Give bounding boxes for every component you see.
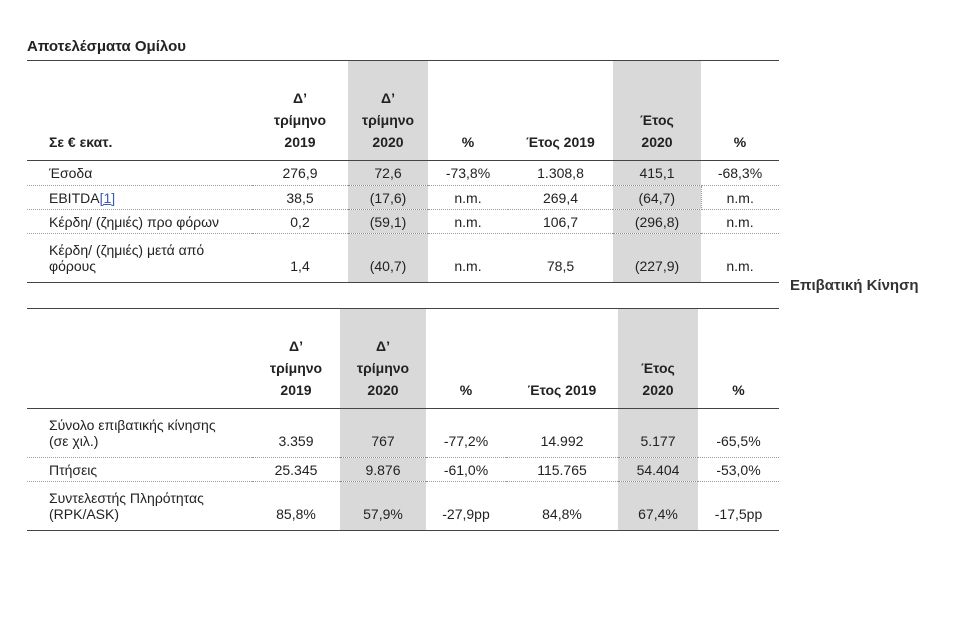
- cell-pq: n.m.: [428, 258, 508, 283]
- row-label: EBITDA[1]: [27, 185, 252, 210]
- header-year-2019: Έτος 2019: [508, 60, 613, 161]
- header-year-2019: Έτος 2019: [506, 308, 618, 409]
- cell-y20: 5.177: [618, 433, 698, 458]
- cell-q20: (17,6): [348, 185, 428, 210]
- cell-q20: (40,7): [348, 258, 428, 283]
- table-row: Σύνολο επιβατικής κίνησης: [27, 408, 779, 433]
- cell-py: n.m.: [701, 209, 779, 234]
- table-row-cont: φόρους 1,4 (40,7) n.m. 78,5 (227,9) n.m.: [27, 258, 779, 283]
- row-label: Έσοδα: [27, 160, 252, 186]
- row-label: Κέρδη/ (ζημιές) προ φόρων: [27, 209, 252, 234]
- header-q4-2019: Δ’ τρίμηνο 2019: [252, 60, 348, 161]
- row-label-line2: (RPK/ASK): [27, 506, 252, 531]
- cell-py: -53,0%: [698, 457, 779, 482]
- header-q4-2019: Δ’ τρίμηνο 2019: [252, 308, 340, 409]
- header-unit: Σε € εκατ.: [27, 60, 252, 161]
- cell-y20: 54.404: [618, 457, 698, 482]
- cell-q20: 57,9%: [340, 506, 426, 531]
- table-row: Έσοδα 276,9 72,6 -73,8% 1.308,8 415,1 -6…: [27, 160, 779, 186]
- table-row: Συντελεστής Πληρότητας: [27, 481, 779, 506]
- cell-y19: 78,5: [508, 258, 613, 283]
- cell-py: -17,5pp: [698, 506, 779, 531]
- cell-y19: 115.765: [506, 457, 618, 482]
- header-year-2020: Έτος 2020: [613, 60, 701, 161]
- table-row: Πτήσεις 25.345 9.876 -61,0% 115.765 54.4…: [27, 457, 779, 482]
- cell-pq: -61,0%: [426, 457, 506, 482]
- table-header-row: Σε € εκατ. Δ’ τρίμηνο 2019 Δ’ τρίμηνο 20…: [27, 60, 779, 161]
- row-label-line2: (σε χιλ.): [27, 433, 252, 458]
- header-pct-y: %: [698, 308, 779, 409]
- header-q4-2020: Δ’ τρίμηνο 2020: [348, 60, 428, 161]
- cell-q20: 9.876: [340, 457, 426, 482]
- table-header-row: Δ’ τρίμηνο 2019 Δ’ τρίμηνο 2020 % Έτος 2…: [27, 308, 779, 409]
- row-label-line2: φόρους: [27, 258, 252, 283]
- cell-pq: -27,9pp: [426, 506, 506, 531]
- row-label-line1: Συντελεστής Πληρότητας: [49, 490, 204, 506]
- passenger-traffic-title: Επιβατική Κίνηση: [790, 277, 919, 294]
- cell-y20: (64,7): [613, 185, 702, 210]
- cell-q19: 85,8%: [252, 506, 340, 531]
- row-label-line1: Σύνολο επιβατικής κίνησης: [49, 417, 216, 433]
- cell-q20: (59,1): [348, 209, 428, 234]
- cell-py: -68,3%: [701, 160, 779, 186]
- cell-q19: 1,4: [252, 258, 348, 283]
- cell-y19: 84,8%: [506, 506, 618, 531]
- cell-y20: (296,8): [613, 209, 701, 234]
- footnote-link[interactable]: [1]: [99, 189, 116, 206]
- cell-pq: -77,2%: [426, 433, 506, 458]
- table-row-cont: (RPK/ASK) 85,8% 57,9% -27,9pp 84,8% 67,4…: [27, 506, 779, 531]
- cell-y20: (227,9): [613, 258, 701, 283]
- cell-q19: 276,9: [252, 160, 348, 186]
- cell-y19: 1.308,8: [508, 160, 613, 186]
- cell-pq: -73,8%: [428, 160, 508, 186]
- cell-pq: n.m.: [428, 209, 508, 234]
- cell-py: n.m.: [701, 258, 779, 283]
- table-row-cont: (σε χιλ.) 3.359 767 -77,2% 14.992 5.177 …: [27, 433, 779, 458]
- cell-q20: 767: [340, 433, 426, 458]
- header-pct-q: %: [426, 308, 506, 409]
- cell-q20: 72,6: [348, 160, 428, 186]
- header-q4-2020: Δ’ τρίμηνο 2020: [340, 308, 426, 409]
- header-pct-q: %: [428, 60, 508, 161]
- cell-y19: 14.992: [506, 433, 618, 458]
- header-year-2020: Έτος 2020: [618, 308, 698, 409]
- table-row: Κέρδη/ (ζημιές) προ φόρων 0,2 (59,1) n.m…: [27, 209, 779, 234]
- cell-q19: 25.345: [252, 457, 340, 482]
- table-row: Κέρδη/ (ζημιές) μετά από: [27, 233, 779, 258]
- group-results-table: Σε € εκατ. Δ’ τρίμηνο 2019 Δ’ τρίμηνο 20…: [27, 60, 779, 283]
- cell-pq: n.m.: [428, 185, 508, 210]
- row-label-line1: Κέρδη/ (ζημιές) μετά από: [49, 242, 205, 258]
- cell-y20: 415,1: [613, 160, 701, 186]
- cell-y20: 67,4%: [618, 506, 698, 531]
- cell-y19: 269,4: [508, 185, 613, 210]
- cell-py: n.m.: [701, 185, 779, 210]
- cell-q19: 0,2: [252, 209, 348, 234]
- passenger-traffic-table: Δ’ τρίμηνο 2019 Δ’ τρίμηνο 2020 % Έτος 2…: [27, 308, 779, 531]
- cell-q19: 3.359: [252, 433, 340, 458]
- table-row: EBITDA[1] 38,5 (17,6) n.m. 269,4 (64,7) …: [27, 185, 779, 210]
- group-results-title: Αποτελέσματα Ομίλου: [27, 38, 186, 55]
- row-label-text: EBITDA: [49, 189, 100, 206]
- cell-py: -65,5%: [698, 433, 779, 458]
- cell-q19: 38,5: [252, 185, 348, 210]
- header-pct-y: %: [701, 60, 779, 161]
- cell-y19: 106,7: [508, 209, 613, 234]
- row-label: Πτήσεις: [27, 457, 252, 482]
